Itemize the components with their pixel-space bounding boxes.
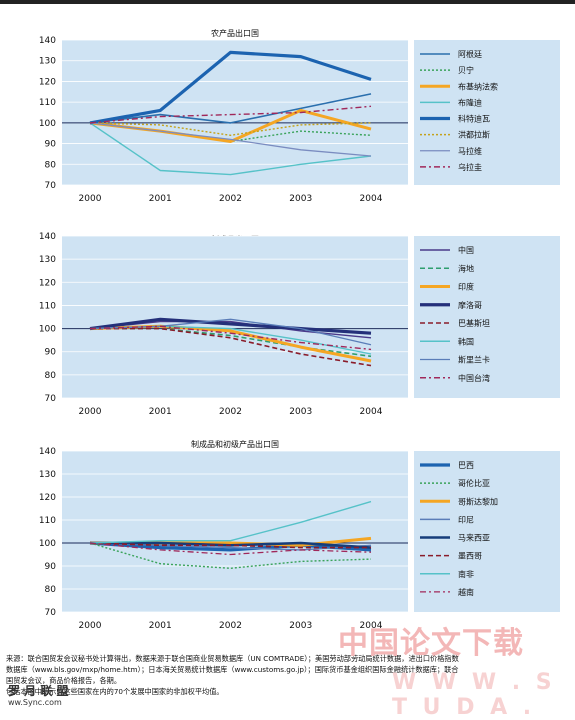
- x-tick-label: 2004: [360, 621, 383, 631]
- x-tick-label: 2003: [289, 621, 312, 631]
- series-line-4: [89, 122, 372, 176]
- legend-label: 斯里兰卡: [458, 355, 490, 365]
- y-tick-label: 110: [39, 516, 56, 526]
- y-tick-label: 100: [39, 539, 56, 549]
- y-tick-label: 120: [39, 493, 56, 503]
- legend-label: 摩洛哥: [458, 300, 482, 310]
- series-line-1: [89, 93, 372, 124]
- series-line-2: [89, 542, 372, 569]
- legend-label: 中国台湾: [458, 373, 490, 383]
- y-tick-label: 90: [45, 348, 57, 358]
- source-line-1: 来源：联合国贸发会议秘书处计算得出，数据来源于联合国商业贸易数据库（UN COM…: [6, 654, 459, 663]
- legend-label: 阿根廷: [458, 49, 482, 59]
- legend-label: 布基纳法索: [458, 81, 498, 91]
- chart-panel-3: 制成品和初级产品出口国 70 80 90 100 110 120 130 140 2000 2001…: [39, 439, 560, 631]
- source-line-4: 包括本图中所示的这些国家在内的70个发展中国家的非加权平均值。: [6, 687, 224, 696]
- plot-background: [62, 451, 408, 612]
- watermark-cn: 中国论文下载: [338, 626, 524, 661]
- legend-label: 哥斯达黎加: [458, 496, 498, 506]
- watermark-site: ww.Sync.com: [8, 698, 62, 707]
- chart-title: 农产品出口国: [211, 28, 259, 38]
- legend-label: 巴西: [458, 461, 474, 470]
- series-line-2: [90, 327, 372, 358]
- legend-label: 布隆迪: [458, 97, 482, 107]
- chart-area: 农产品出口国 70 80 90 100 110 120 130 140 2000 2001 2002 2…: [39, 28, 560, 631]
- legend-background: [414, 451, 560, 612]
- series-line-7: [89, 500, 372, 544]
- y-tick-label: 130: [39, 255, 56, 265]
- series-line-8: [89, 542, 372, 556]
- legend-label: 马拉维: [458, 146, 482, 156]
- series-line-7: [89, 122, 372, 157]
- x-tick-label: 2001: [149, 621, 172, 631]
- y-tick-label: 100: [39, 325, 56, 335]
- chart-panel-2: 制成品出口国7080901001101201301402000200120022…: [39, 232, 560, 417]
- legend-label: 墨西哥: [458, 552, 482, 561]
- x-tick-label: 2003: [289, 194, 312, 204]
- legend-label: 巴基斯坦: [458, 318, 490, 328]
- source-note: 来源：联合国贸发会议秘书处计算得出，数据来源于联合国商业贸易数据库（UN COM…: [6, 653, 566, 697]
- y-tick-label: 90: [45, 140, 57, 150]
- y-tick-label: 130: [39, 57, 56, 67]
- plot-background: [62, 236, 408, 398]
- source-line-3: 国贸发会议，商品价格报告，各期。: [6, 676, 122, 685]
- series-line-4: [89, 317, 372, 335]
- y-tick-label: 70: [45, 181, 57, 191]
- x-tick-label: 2003: [289, 407, 312, 417]
- legend-label: 越南: [458, 587, 474, 597]
- legend-label: 南非: [458, 569, 474, 579]
- source-line-2: 数据库（www.bls.gov/mxp/home.htm）；日本海关贸易统计数据…: [6, 665, 459, 674]
- legend-label: 乌拉圭: [458, 162, 482, 172]
- legend-label: 韩国: [458, 336, 474, 346]
- legend-label: 哥伦比亚: [458, 478, 490, 488]
- legend-label: 洪都拉斯: [458, 130, 490, 140]
- y-tick-label: 120: [39, 278, 56, 288]
- y-tick-label: 140: [39, 36, 56, 46]
- legend-label: 中国: [458, 245, 474, 255]
- y-tick-label: 70: [45, 608, 57, 618]
- y-tick-label: 70: [45, 394, 57, 404]
- legend-label: 印尼: [458, 515, 474, 524]
- x-tick-label: 2001: [149, 194, 172, 204]
- legend-label: 马来西亚: [458, 534, 490, 543]
- y-tick-label: 80: [45, 585, 57, 595]
- series-line-6: [89, 542, 371, 549]
- series-line-8: [89, 105, 372, 124]
- y-tick-label: 100: [39, 119, 56, 129]
- legend-label: 科特迪瓦: [458, 114, 490, 124]
- x-tick-label: 2000: [79, 194, 102, 204]
- legend-background: [414, 236, 560, 398]
- legend-label: 贝宁: [458, 65, 474, 75]
- legend-background: [414, 40, 560, 185]
- chart-panel-1: 农产品出口国 70 80 90 100 110 120 130 140 2000 2001 2002 2…: [39, 28, 560, 204]
- y-tick-label: 110: [39, 301, 56, 311]
- x-tick-label: 2000: [79, 621, 102, 631]
- y-tick-label: 120: [39, 77, 56, 87]
- y-tick-label: 80: [45, 371, 57, 381]
- x-tick-label: 2000: [79, 407, 102, 417]
- x-tick-label: 2002: [219, 621, 242, 631]
- legend-label: 印度: [458, 282, 474, 292]
- series-line-8: [89, 325, 372, 351]
- x-tick-label: 2002: [219, 407, 242, 417]
- series-line-5: [90, 327, 372, 367]
- legend-label: 海地: [458, 263, 474, 273]
- chart-title: 制成品和初级产品出口国: [191, 439, 279, 449]
- y-tick-label: 130: [39, 470, 56, 480]
- y-tick-label: 140: [39, 232, 56, 242]
- y-tick-label: 110: [39, 98, 56, 108]
- series-line-5: [89, 50, 372, 125]
- y-tick-label: 90: [45, 562, 57, 572]
- x-tick-label: 2004: [360, 407, 383, 417]
- plot-background: [62, 40, 408, 185]
- watermark-logo: 罗 月 联 盟: [8, 684, 69, 698]
- series-line-6: [89, 122, 372, 137]
- x-tick-label: 2001: [149, 407, 172, 417]
- y-tick-label: 80: [45, 160, 57, 170]
- x-tick-label: 2004: [360, 194, 383, 204]
- x-tick-label: 2002: [219, 194, 242, 204]
- top-rule: [0, 0, 575, 4]
- y-tick-label: 140: [39, 447, 56, 457]
